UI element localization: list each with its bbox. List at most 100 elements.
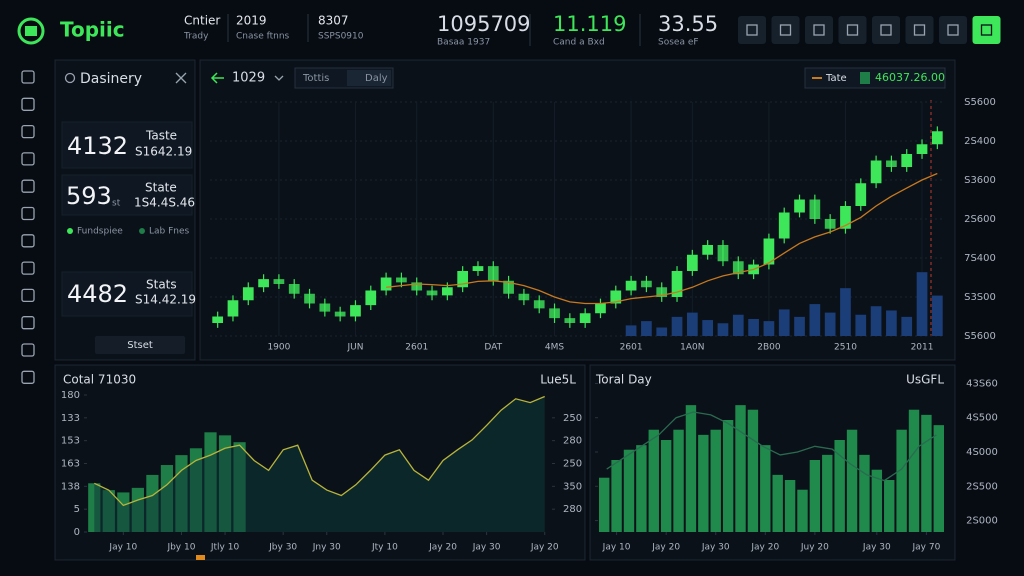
line [606,411,937,482]
candle-body [625,280,637,291]
ticker-sub: Sosea eF [658,38,699,48]
toolbar-icon[interactable] [913,24,926,36]
card-value: 593 [66,182,112,210]
toolbar-icon[interactable] [746,24,758,36]
candle-body [579,313,591,323]
sidebar-icon[interactable] [21,370,35,384]
x-tick-label: Jay 30 [701,543,730,553]
bar [884,480,895,532]
toolbar-button[interactable] [972,16,1001,44]
sidebar-icon[interactable] [21,70,35,84]
volume-bar [870,306,882,336]
x-tick-label: Jay 10 [108,543,137,553]
volume-bar [840,288,851,336]
volume-bar [855,314,867,336]
toolbar-button[interactable] [838,16,867,44]
y-tick-label: 4S000 [966,447,998,458]
sidebar-icon[interactable] [21,316,35,330]
toolbar-icon[interactable] [947,24,959,36]
toolbar-icon[interactable] [880,24,892,36]
volume-bar [702,320,714,336]
period-select[interactable]: 1029 [232,71,265,86]
toolbar-icon[interactable] [980,24,993,36]
candle-body [365,290,377,306]
candle-body [227,300,239,317]
search-input[interactable]: Dasinery [80,71,142,87]
button-label[interactable]: Stset [127,340,153,351]
y-tick-label: S5600 [964,97,996,108]
bar [735,405,746,532]
candle-body [916,144,928,154]
y-tick-label: S5600 [964,331,996,342]
tab[interactable]: Tottis [302,73,329,84]
dropdown-icon[interactable] [274,75,284,81]
bar [809,460,821,532]
sidebar-icon[interactable] [21,343,35,357]
close-button[interactable] [175,72,187,84]
card-sub: S1642.19 [135,145,192,159]
candle-body [426,290,438,296]
volume-bar [625,325,637,336]
candle-body [641,280,652,288]
volume-bar [641,321,652,336]
x-tick-label: 1900 [267,343,290,353]
tab[interactable]: Daly [365,73,388,84]
candle-body [809,199,821,219]
back-button[interactable] [210,72,224,84]
header-stat: 8307 [318,14,349,28]
stat-card [61,271,193,317]
header-stat: 2019 [236,14,267,28]
y-tick-label: 0 [74,527,80,538]
volume-bar [931,295,943,336]
toolbar-button[interactable] [939,16,967,44]
y2-tick-label: 280 [563,504,582,515]
toolbar-button[interactable] [905,16,934,44]
toolbar-button[interactable] [805,16,833,44]
sidebar-icon[interactable] [21,97,35,111]
candle-body [518,293,530,301]
x-tick-label: 2510 [834,343,857,353]
toolbar-icon[interactable] [846,24,859,36]
toolbar-button[interactable] [872,16,900,44]
candle-body [319,303,331,312]
candle-body [717,245,729,262]
sidebar-icon[interactable] [21,152,35,166]
sidebar-icon[interactable] [21,261,35,275]
candle-body [273,279,285,284]
sidebar-icon[interactable] [21,288,35,303]
bar [673,429,684,532]
y-tick-label: 2S600 [964,214,996,225]
tab-active[interactable] [347,70,391,86]
sidebar-icon[interactable] [21,179,35,193]
sidebar-icon[interactable] [21,234,35,248]
line [94,395,545,507]
candle-body [886,160,897,167]
candle-body [778,212,790,239]
bar [846,429,858,532]
candle-body [457,271,469,288]
bar [623,449,635,532]
button[interactable] [95,336,185,354]
bar [896,429,907,532]
card-sub: S14.42.19 [135,293,196,307]
bar [822,454,833,532]
candle-body [763,238,775,265]
toolbar-icon[interactable] [779,24,792,36]
toolbar-button[interactable] [771,16,800,44]
card-value: 4132 [67,132,128,160]
volume-bar [686,312,698,336]
bar [772,474,783,532]
bar [859,454,870,532]
toolbar-button[interactable] [738,16,766,44]
card-label: Taste [145,129,177,143]
legend-box [804,67,946,89]
sidebar-icon[interactable] [21,206,35,221]
toolbar-icon[interactable] [813,24,825,36]
card-label: State [145,181,177,195]
bar [611,460,622,532]
ticker-sub: Cand a Bxd [553,38,605,48]
y-tick-label: 7S400 [964,253,996,264]
bar [660,440,672,532]
y2-tick-label: 350 [563,481,582,492]
sidebar-icon[interactable] [21,124,35,139]
